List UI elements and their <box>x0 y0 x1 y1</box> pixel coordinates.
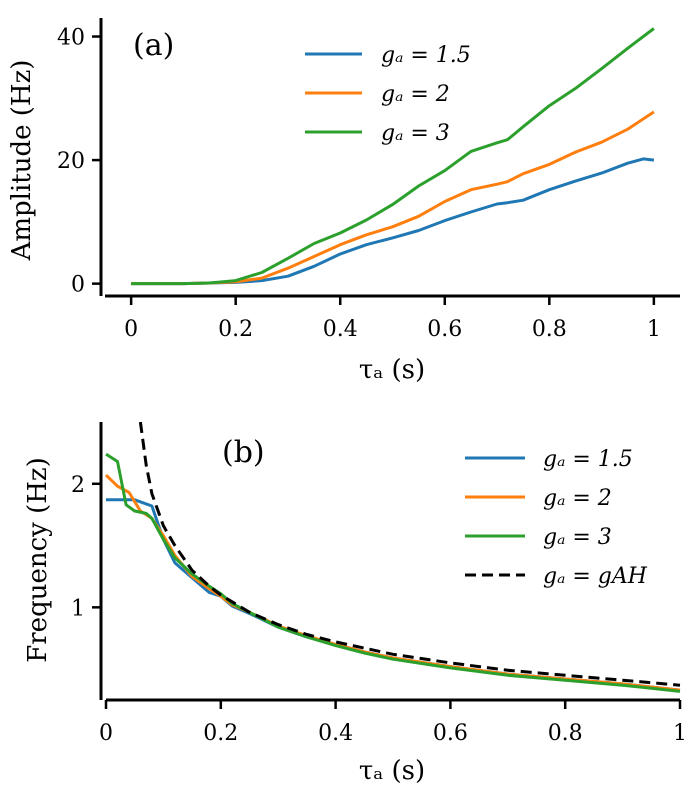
panel-label: (a) <box>133 28 174 63</box>
x-tick-label: 0.6 <box>427 317 462 342</box>
legend: gₐ = 1.5 gₐ = 2 gₐ = 3 gₐ = gAH <box>465 447 648 589</box>
x-tick-label: 0 <box>99 721 113 746</box>
legend-label: gₐ = 2 <box>543 486 612 511</box>
legend: gₐ = 1.5 gₐ = 2 gₐ = 3 <box>305 43 471 146</box>
x-tick-label: 0.2 <box>203 721 238 746</box>
y-tick-label: 0 <box>71 273 85 298</box>
panel-label: (b) <box>222 435 265 470</box>
x-tick-label: 0.6 <box>433 721 468 746</box>
x-tick-label: 0.2 <box>218 317 253 342</box>
x-tick-label: 0.4 <box>318 721 353 746</box>
legend-label: gₐ = 3 <box>543 525 612 550</box>
legend-label: gₐ = 1.5 <box>543 447 633 472</box>
x-tick-label: 1 <box>673 721 687 746</box>
series-line-1 <box>131 157 655 286</box>
x-tick-label: 0.4 <box>323 317 358 342</box>
x-tick-label: 0.8 <box>548 721 583 746</box>
panel-a: 0 0.2 0.4 0.6 0.8 1 0 20 40 τₐ (s) Amplitude (Hz) (… <box>7 18 680 385</box>
series-line-3 <box>131 27 655 286</box>
x-axis-label: τₐ (s) <box>359 756 425 786</box>
legend-label: gₐ = 1.5 <box>381 43 471 68</box>
series-line-2 <box>131 110 655 286</box>
x-tick-label: 0 <box>124 317 138 342</box>
y-tick-label: 2 <box>71 473 85 498</box>
x-axis-label: τₐ (s) <box>359 355 425 385</box>
series-line-4 <box>138 422 681 687</box>
y-tick-label: 20 <box>57 149 85 174</box>
y-tick-label: 40 <box>57 26 85 51</box>
y-tick-label: 1 <box>71 596 85 621</box>
legend-label: gₐ = 2 <box>381 82 450 107</box>
panel-b: 0 0.2 0.4 0.6 0.8 1 1 2 τₐ (s) Frequency (Hz) (b) g… <box>23 422 687 786</box>
y-axis-label: Frequency (Hz) <box>23 457 53 663</box>
x-tick-label: 1 <box>647 317 661 342</box>
x-tick-label: 0.8 <box>532 317 567 342</box>
y-axis-label: Amplitude (Hz) <box>7 60 37 262</box>
legend-label: gₐ = 3 <box>381 121 450 146</box>
legend-label: gₐ = gAH <box>543 564 648 589</box>
